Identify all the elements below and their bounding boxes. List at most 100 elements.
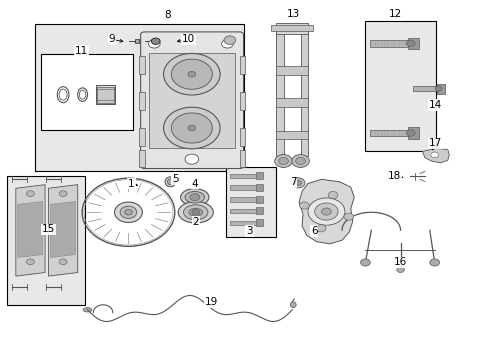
Circle shape <box>26 259 34 265</box>
Circle shape <box>187 71 195 77</box>
Circle shape <box>291 154 309 167</box>
Circle shape <box>59 259 67 265</box>
Circle shape <box>274 154 292 167</box>
Polygon shape <box>18 202 42 257</box>
Circle shape <box>343 213 353 220</box>
Circle shape <box>184 154 198 164</box>
Text: 1: 1 <box>128 179 134 189</box>
FancyBboxPatch shape <box>97 87 114 103</box>
FancyBboxPatch shape <box>141 32 243 168</box>
Text: 5: 5 <box>172 174 178 184</box>
Ellipse shape <box>178 202 213 223</box>
FancyBboxPatch shape <box>239 56 245 74</box>
Circle shape <box>59 191 67 197</box>
FancyBboxPatch shape <box>300 30 307 156</box>
Circle shape <box>294 180 301 185</box>
FancyBboxPatch shape <box>276 98 307 107</box>
Circle shape <box>291 178 305 188</box>
Ellipse shape <box>164 177 175 187</box>
FancyBboxPatch shape <box>229 174 257 178</box>
Text: 3: 3 <box>245 226 252 236</box>
Text: 2: 2 <box>192 217 199 227</box>
FancyBboxPatch shape <box>229 185 257 190</box>
FancyBboxPatch shape <box>229 197 257 202</box>
Circle shape <box>307 198 344 225</box>
Text: 9: 9 <box>108 35 115 44</box>
Circle shape <box>430 152 438 158</box>
Circle shape <box>171 59 212 89</box>
FancyBboxPatch shape <box>369 130 408 136</box>
FancyBboxPatch shape <box>140 40 143 43</box>
FancyBboxPatch shape <box>144 40 147 43</box>
FancyBboxPatch shape <box>7 176 85 305</box>
FancyBboxPatch shape <box>412 86 437 91</box>
FancyBboxPatch shape <box>139 56 144 74</box>
Circle shape <box>224 36 235 44</box>
Ellipse shape <box>180 189 208 206</box>
Text: 8: 8 <box>164 10 170 20</box>
Circle shape <box>151 38 160 44</box>
Circle shape <box>114 202 142 222</box>
FancyBboxPatch shape <box>139 92 144 110</box>
Circle shape <box>163 53 220 95</box>
Circle shape <box>26 191 34 197</box>
Ellipse shape <box>188 208 202 216</box>
Polygon shape <box>50 202 75 257</box>
Circle shape <box>396 267 404 273</box>
FancyBboxPatch shape <box>256 196 263 203</box>
Polygon shape <box>422 148 448 163</box>
Text: 13: 13 <box>286 9 299 19</box>
FancyBboxPatch shape <box>35 24 244 171</box>
Circle shape <box>360 259 369 266</box>
FancyBboxPatch shape <box>436 84 445 94</box>
Ellipse shape <box>184 192 204 203</box>
FancyBboxPatch shape <box>271 25 312 31</box>
Text: 18: 18 <box>387 171 401 181</box>
Text: 15: 15 <box>42 225 55 234</box>
Circle shape <box>191 210 199 215</box>
Ellipse shape <box>183 205 207 220</box>
Text: 6: 6 <box>310 226 317 236</box>
Circle shape <box>434 86 441 91</box>
FancyBboxPatch shape <box>225 167 275 237</box>
Text: 11: 11 <box>74 46 87 56</box>
Polygon shape <box>299 179 353 244</box>
Text: 19: 19 <box>204 297 218 307</box>
Circle shape <box>429 259 439 266</box>
Polygon shape <box>16 185 45 276</box>
Circle shape <box>120 206 137 219</box>
Circle shape <box>148 40 160 48</box>
Circle shape <box>187 125 195 131</box>
Circle shape <box>299 202 309 209</box>
Circle shape <box>295 157 305 165</box>
Circle shape <box>278 157 288 165</box>
FancyBboxPatch shape <box>369 40 408 46</box>
Ellipse shape <box>290 302 296 308</box>
Circle shape <box>124 210 132 215</box>
FancyBboxPatch shape <box>407 127 418 139</box>
Ellipse shape <box>83 308 92 312</box>
Circle shape <box>316 225 325 232</box>
FancyBboxPatch shape <box>135 40 139 43</box>
FancyBboxPatch shape <box>239 92 245 110</box>
FancyBboxPatch shape <box>239 149 245 167</box>
FancyBboxPatch shape <box>365 22 435 150</box>
Text: 17: 17 <box>428 139 441 148</box>
Text: 10: 10 <box>182 35 195 44</box>
FancyBboxPatch shape <box>256 184 263 191</box>
Circle shape <box>171 113 212 143</box>
FancyBboxPatch shape <box>256 219 263 226</box>
Text: 12: 12 <box>388 9 402 19</box>
FancyBboxPatch shape <box>276 23 307 35</box>
Circle shape <box>189 194 199 201</box>
Text: 7: 7 <box>289 177 296 187</box>
Circle shape <box>163 107 220 149</box>
Text: 16: 16 <box>393 257 407 267</box>
Ellipse shape <box>167 179 173 185</box>
FancyBboxPatch shape <box>407 38 418 49</box>
Circle shape <box>221 40 233 48</box>
FancyBboxPatch shape <box>96 85 115 104</box>
FancyBboxPatch shape <box>239 128 245 146</box>
FancyBboxPatch shape <box>229 209 257 213</box>
FancyBboxPatch shape <box>256 207 263 215</box>
